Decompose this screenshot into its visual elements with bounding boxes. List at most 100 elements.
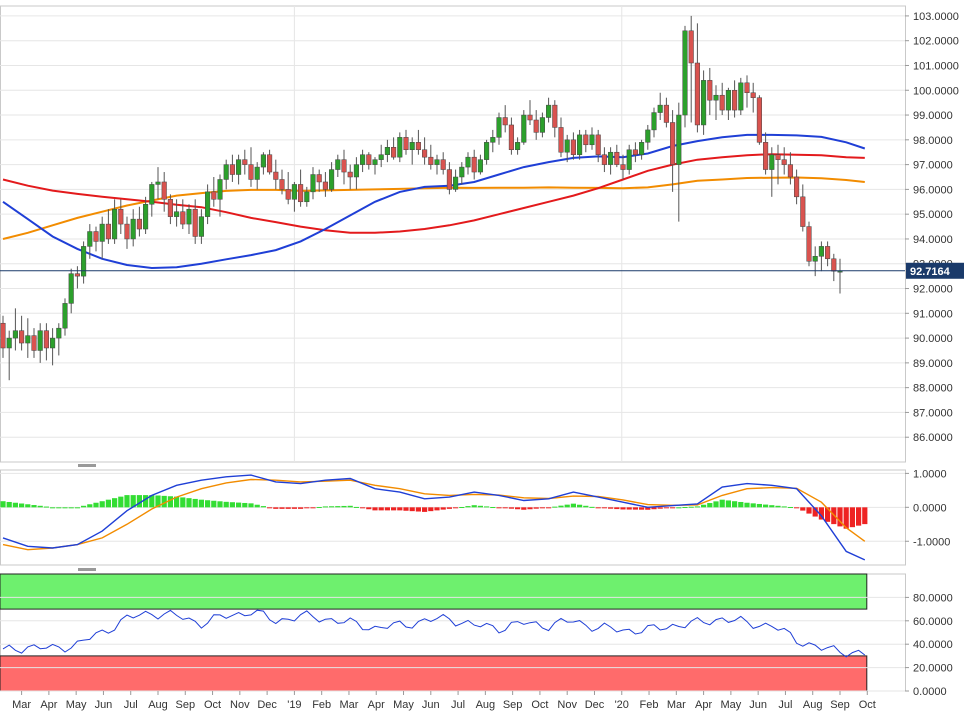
candle[interactable] bbox=[694, 23, 700, 133]
candle[interactable] bbox=[217, 174, 223, 217]
candle[interactable] bbox=[632, 142, 638, 163]
candle[interactable] bbox=[174, 199, 180, 227]
candle[interactable] bbox=[378, 144, 384, 168]
candle[interactable] bbox=[645, 124, 651, 150]
candle[interactable] bbox=[298, 169, 304, 207]
candle[interactable] bbox=[428, 144, 434, 170]
macd-resize-handle[interactable] bbox=[78, 464, 96, 467]
candle[interactable] bbox=[620, 154, 626, 180]
candle[interactable] bbox=[812, 246, 818, 277]
candle[interactable] bbox=[639, 139, 645, 160]
candle[interactable] bbox=[787, 152, 793, 185]
candle[interactable] bbox=[353, 157, 359, 190]
candle[interactable] bbox=[248, 147, 254, 187]
candle[interactable] bbox=[502, 105, 508, 133]
candle[interactable] bbox=[316, 169, 322, 192]
candle[interactable] bbox=[713, 85, 719, 120]
candle[interactable] bbox=[205, 184, 211, 225]
candle[interactable] bbox=[465, 152, 471, 175]
candle[interactable] bbox=[558, 117, 564, 158]
candle[interactable] bbox=[490, 129, 496, 153]
candle[interactable] bbox=[583, 129, 589, 153]
candle[interactable] bbox=[149, 181, 155, 217]
candle[interactable] bbox=[552, 100, 558, 138]
candle[interactable] bbox=[62, 298, 68, 336]
candle[interactable] bbox=[763, 132, 769, 175]
candle[interactable] bbox=[570, 132, 576, 160]
candle[interactable] bbox=[676, 102, 682, 222]
candle[interactable] bbox=[682, 25, 688, 128]
candle[interactable] bbox=[794, 169, 800, 205]
candle[interactable] bbox=[322, 172, 328, 197]
candle[interactable] bbox=[670, 110, 676, 192]
candle[interactable] bbox=[663, 97, 669, 128]
candle[interactable] bbox=[484, 139, 490, 165]
candle[interactable] bbox=[223, 159, 229, 190]
candle[interactable] bbox=[229, 154, 235, 182]
candle[interactable] bbox=[397, 132, 403, 163]
candle[interactable] bbox=[800, 184, 806, 232]
candle[interactable] bbox=[688, 15, 694, 123]
candle[interactable] bbox=[781, 147, 787, 175]
candle[interactable] bbox=[0, 315, 6, 358]
candle[interactable] bbox=[744, 75, 750, 108]
candle[interactable] bbox=[589, 127, 595, 150]
candle[interactable] bbox=[657, 92, 663, 120]
candle[interactable] bbox=[527, 100, 533, 125]
candle[interactable] bbox=[564, 134, 570, 163]
candle[interactable] bbox=[732, 80, 738, 118]
candle[interactable] bbox=[37, 323, 43, 363]
candle[interactable] bbox=[366, 152, 372, 170]
candle[interactable] bbox=[391, 137, 397, 160]
candle[interactable] bbox=[273, 159, 279, 190]
candle[interactable] bbox=[601, 147, 607, 173]
candle[interactable] bbox=[533, 110, 539, 140]
candle[interactable] bbox=[68, 268, 74, 314]
candle[interactable] bbox=[236, 154, 242, 185]
candle[interactable] bbox=[477, 154, 483, 175]
candle[interactable] bbox=[415, 129, 421, 155]
candle[interactable] bbox=[440, 152, 446, 175]
candle[interactable] bbox=[112, 199, 118, 244]
candle[interactable] bbox=[459, 162, 465, 185]
candle[interactable] bbox=[738, 77, 744, 116]
candle[interactable] bbox=[756, 95, 762, 145]
candle[interactable] bbox=[521, 110, 527, 145]
candle[interactable] bbox=[304, 186, 310, 207]
candle[interactable] bbox=[291, 181, 297, 212]
candle[interactable] bbox=[360, 149, 366, 173]
candle[interactable] bbox=[19, 315, 25, 351]
candle[interactable] bbox=[310, 167, 316, 200]
candle[interactable] bbox=[329, 162, 335, 192]
candle[interactable] bbox=[56, 323, 62, 356]
candle[interactable] bbox=[651, 107, 657, 138]
candle[interactable] bbox=[719, 82, 725, 116]
candle[interactable] bbox=[403, 129, 409, 155]
candle[interactable] bbox=[12, 308, 18, 351]
candle[interactable] bbox=[136, 206, 142, 237]
candle[interactable] bbox=[347, 164, 353, 190]
candle[interactable] bbox=[434, 154, 440, 175]
candle[interactable] bbox=[143, 196, 149, 234]
candle[interactable] bbox=[508, 117, 514, 155]
candle[interactable] bbox=[446, 162, 452, 195]
candle[interactable] bbox=[614, 144, 620, 168]
candle[interactable] bbox=[539, 112, 545, 138]
candle[interactable] bbox=[372, 157, 378, 175]
candle[interactable] bbox=[701, 70, 707, 135]
candle[interactable] bbox=[105, 209, 111, 244]
candle[interactable] bbox=[118, 199, 124, 234]
candle[interactable] bbox=[285, 172, 291, 205]
candle[interactable] bbox=[341, 149, 347, 185]
rsi-resize-handle[interactable] bbox=[78, 568, 96, 571]
candle[interactable] bbox=[50, 328, 56, 366]
candle[interactable] bbox=[242, 149, 248, 175]
candle[interactable] bbox=[496, 112, 502, 145]
candle[interactable] bbox=[198, 209, 204, 244]
candle[interactable] bbox=[806, 221, 812, 267]
candle[interactable] bbox=[186, 204, 192, 234]
candle[interactable] bbox=[25, 318, 31, 358]
candle[interactable] bbox=[43, 323, 49, 361]
candle[interactable] bbox=[99, 216, 105, 259]
